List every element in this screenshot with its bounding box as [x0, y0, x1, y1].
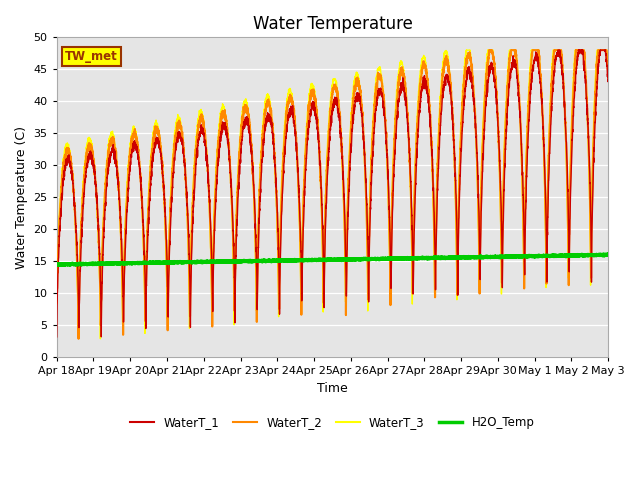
WaterT_2 — [312, 102, 320, 108]
WaterT_1 — [456, 181, 464, 187]
WaterT_2 — [75, 336, 83, 342]
H2O_Temp — [60, 262, 68, 268]
WaterT_2 — [53, 300, 61, 306]
WaterT_3 — [463, 47, 470, 53]
WaterT_2 — [488, 48, 495, 54]
WaterT_1 — [604, 77, 612, 83]
WaterT_2 — [604, 75, 612, 81]
Line: WaterT_1: WaterT_1 — [57, 50, 608, 337]
H2O_Temp — [152, 260, 160, 266]
WaterT_2 — [456, 157, 464, 163]
WaterT_3 — [152, 121, 160, 127]
WaterT_1 — [426, 108, 433, 114]
WaterT_2 — [486, 47, 493, 53]
WaterT_2 — [426, 102, 433, 108]
H2O_Temp — [426, 255, 433, 261]
H2O_Temp — [488, 254, 495, 260]
H2O_Temp — [53, 262, 61, 267]
H2O_Temp — [604, 251, 612, 257]
WaterT_2 — [604, 64, 611, 70]
H2O_Temp — [604, 252, 612, 257]
WaterT_3 — [604, 66, 611, 72]
WaterT_2 — [152, 125, 160, 131]
Legend: WaterT_1, WaterT_2, WaterT_3, H2O_Temp: WaterT_1, WaterT_2, WaterT_3, H2O_Temp — [125, 411, 540, 433]
Line: WaterT_3: WaterT_3 — [57, 50, 608, 339]
WaterT_1 — [554, 47, 562, 53]
WaterT_1 — [488, 64, 495, 70]
H2O_Temp — [604, 252, 611, 258]
Line: H2O_Temp: H2O_Temp — [57, 254, 608, 265]
WaterT_1 — [152, 138, 159, 144]
WaterT_3 — [97, 336, 104, 342]
Title: Water Temperature: Water Temperature — [253, 15, 412, 33]
WaterT_3 — [53, 280, 61, 286]
X-axis label: Time: Time — [317, 382, 348, 395]
Y-axis label: Water Temperature (C): Water Temperature (C) — [15, 126, 28, 269]
WaterT_3 — [312, 100, 320, 106]
WaterT_1 — [312, 111, 319, 117]
WaterT_3 — [604, 74, 612, 80]
H2O_Temp — [312, 257, 320, 263]
WaterT_3 — [488, 47, 495, 53]
WaterT_3 — [456, 140, 464, 146]
WaterT_1 — [53, 334, 61, 340]
H2O_Temp — [456, 254, 464, 260]
WaterT_3 — [426, 107, 433, 113]
WaterT_1 — [604, 71, 611, 77]
Line: WaterT_2: WaterT_2 — [57, 50, 608, 339]
Text: TW_met: TW_met — [65, 50, 118, 63]
